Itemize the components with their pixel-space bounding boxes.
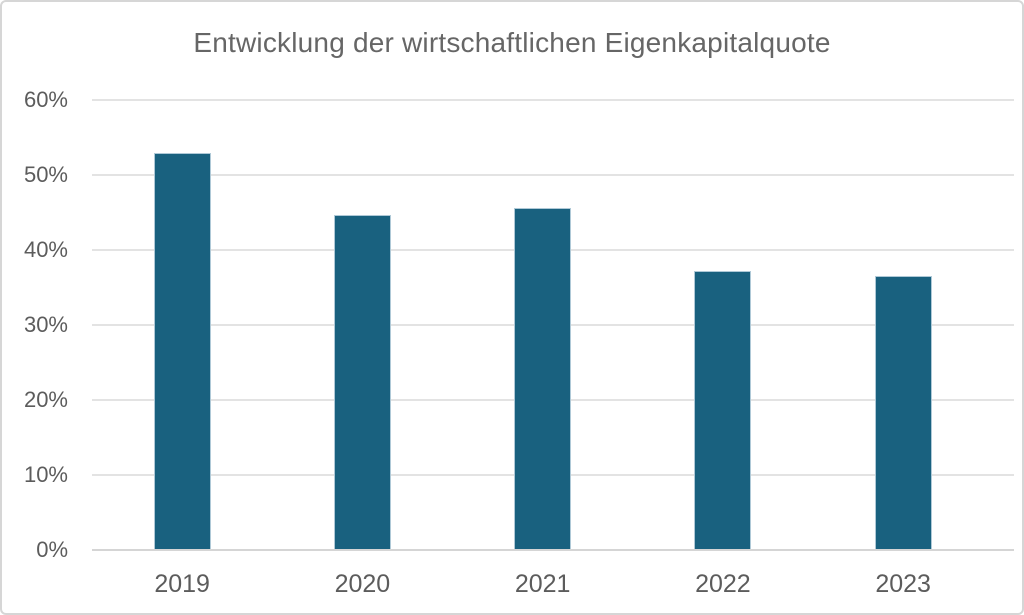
x-tick-label-2020: 2020 [334, 570, 391, 598]
y-tick-label-10: 10% [23, 462, 68, 487]
y-tick-label-0: 0% [36, 537, 68, 562]
y-tick-label-50: 50% [23, 162, 68, 187]
gridline-0 [92, 549, 1014, 551]
x-tick-label-2019: 2019 [154, 570, 210, 598]
gridline-50 [92, 174, 1014, 176]
x-tick-label-2022: 2022 [695, 570, 751, 598]
bar-2019 [153, 153, 211, 550]
bar-2021 [514, 208, 572, 550]
y-tick-label-20: 20% [23, 387, 68, 412]
bar-2022 [694, 271, 752, 550]
bar-2023 [874, 276, 932, 550]
y-tick-label-40: 40% [23, 237, 68, 262]
chart-title: Entwicklung der wirtschaftlichen Eigenka… [193, 27, 831, 58]
y-tick-label-30: 30% [23, 312, 68, 337]
x-tick-label-2021: 2021 [514, 570, 571, 598]
bar-2020 [333, 214, 391, 550]
x-tick-label-2023: 2023 [875, 570, 931, 598]
gridline-60 [92, 99, 1014, 101]
y-tick-label-60: 60% [23, 87, 68, 112]
